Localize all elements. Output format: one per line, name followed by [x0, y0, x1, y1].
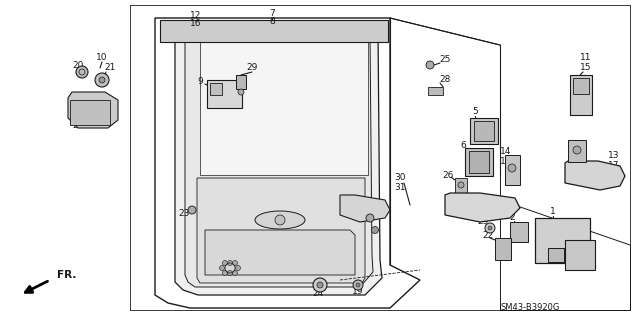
Circle shape: [573, 146, 581, 154]
Bar: [565, 240, 595, 270]
Bar: [236, 75, 246, 89]
Bar: [470, 118, 498, 144]
Bar: [548, 248, 564, 262]
Circle shape: [232, 271, 237, 276]
Text: 6: 6: [460, 140, 466, 150]
Bar: [207, 80, 242, 108]
Polygon shape: [340, 195, 390, 222]
Bar: [465, 148, 493, 176]
Text: 21: 21: [104, 63, 116, 72]
Text: 23: 23: [179, 209, 189, 218]
Bar: [210, 83, 222, 95]
Text: FR.: FR.: [57, 270, 76, 280]
Circle shape: [485, 223, 495, 233]
Circle shape: [371, 226, 378, 234]
Text: 2: 2: [509, 213, 515, 222]
Text: 13: 13: [608, 151, 620, 160]
Text: 12: 12: [190, 11, 202, 20]
Polygon shape: [197, 178, 365, 283]
Text: 28: 28: [439, 76, 451, 85]
Circle shape: [238, 89, 244, 95]
Text: 7: 7: [269, 10, 275, 19]
Text: 31: 31: [394, 183, 406, 192]
Polygon shape: [445, 193, 520, 222]
Circle shape: [223, 261, 227, 265]
Text: 24: 24: [312, 288, 324, 298]
Bar: [469, 151, 489, 173]
Text: 9: 9: [197, 78, 203, 86]
Bar: [535, 218, 590, 263]
Circle shape: [353, 280, 363, 290]
Bar: [510, 222, 528, 242]
Polygon shape: [565, 161, 625, 190]
Bar: [570, 75, 592, 115]
Text: 30: 30: [394, 174, 406, 182]
Text: 29: 29: [477, 218, 489, 226]
Text: 22: 22: [483, 231, 493, 240]
Text: 27: 27: [72, 121, 84, 130]
Circle shape: [488, 226, 492, 230]
Polygon shape: [185, 35, 373, 287]
Text: 25: 25: [439, 56, 451, 64]
Circle shape: [313, 278, 327, 292]
Bar: [70, 100, 110, 125]
Text: 26: 26: [442, 170, 454, 180]
Text: 1: 1: [550, 207, 556, 217]
Polygon shape: [200, 42, 368, 175]
Text: 3: 3: [571, 227, 577, 236]
Circle shape: [227, 271, 232, 276]
Polygon shape: [205, 230, 355, 275]
Circle shape: [76, 66, 88, 78]
Circle shape: [356, 283, 360, 287]
Circle shape: [236, 265, 241, 271]
Circle shape: [223, 271, 227, 276]
Text: 10: 10: [96, 54, 108, 63]
Circle shape: [366, 214, 374, 222]
Circle shape: [95, 73, 109, 87]
Text: 14: 14: [500, 147, 512, 157]
Text: 18: 18: [500, 158, 512, 167]
Bar: [495, 238, 511, 260]
Text: 8: 8: [269, 18, 275, 26]
Text: 16: 16: [190, 19, 202, 28]
Bar: [474, 121, 494, 141]
Text: 15: 15: [580, 63, 592, 72]
Text: 20: 20: [72, 61, 84, 70]
Circle shape: [275, 215, 285, 225]
Bar: [505, 155, 520, 185]
Text: SM43-B3920G: SM43-B3920G: [500, 303, 560, 313]
Polygon shape: [68, 92, 118, 128]
Circle shape: [508, 164, 516, 172]
Text: 11: 11: [580, 54, 592, 63]
Circle shape: [99, 77, 105, 83]
Bar: [568, 140, 586, 162]
Text: 5: 5: [472, 108, 478, 116]
Circle shape: [458, 182, 464, 188]
Circle shape: [232, 261, 237, 265]
Polygon shape: [175, 30, 382, 295]
Bar: [573, 78, 589, 94]
Circle shape: [426, 61, 434, 69]
Circle shape: [188, 206, 196, 214]
Text: 17: 17: [608, 160, 620, 169]
Text: 4: 4: [553, 256, 559, 264]
Text: 29: 29: [246, 63, 258, 72]
Bar: [160, 20, 388, 42]
Ellipse shape: [255, 211, 305, 229]
Text: 19: 19: [352, 287, 364, 296]
Bar: [455, 178, 467, 196]
Circle shape: [220, 265, 225, 271]
Bar: [428, 87, 443, 95]
Circle shape: [227, 261, 232, 265]
Circle shape: [317, 282, 323, 288]
